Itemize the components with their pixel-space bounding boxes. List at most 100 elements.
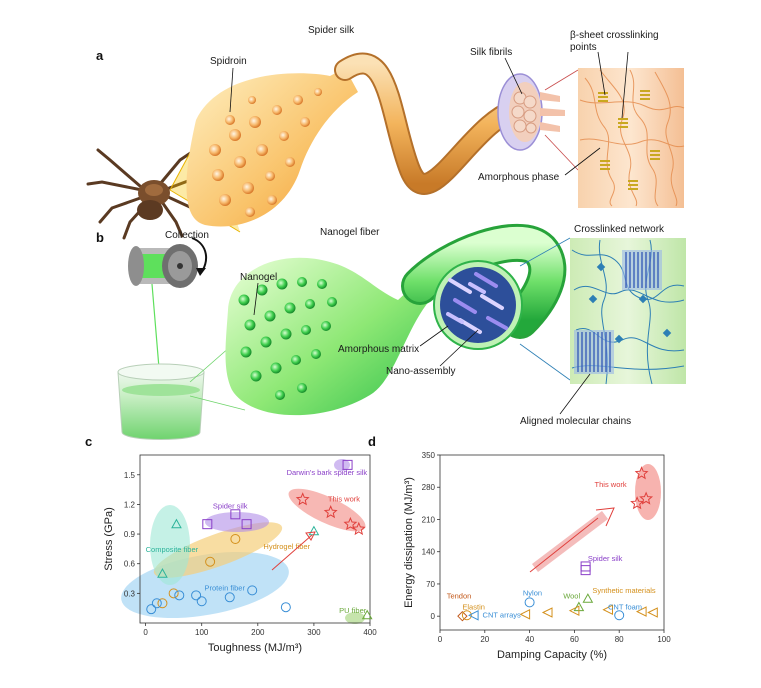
nano-assembly-pointer — [439, 329, 479, 367]
aligned-chains-pointer — [559, 373, 591, 415]
chart-c-point-spider-silk — [241, 519, 252, 530]
silk-fibrils-pointer — [504, 57, 523, 95]
chart-d-point-synthetic-materials — [647, 607, 658, 618]
chart-c-point-hydrogel-fiber — [168, 588, 179, 599]
chart-d-y-tick-label: 210 — [422, 515, 436, 524]
spidroin-beads — [209, 88, 322, 217]
silk-fibrils-label: Silk fibrils — [470, 47, 512, 58]
collection-label: Collection — [165, 230, 209, 241]
chart-d-point-wool — [582, 593, 594, 603]
pu-fiber-region — [345, 612, 365, 624]
chart-c-point-pu-fiber — [361, 609, 373, 620]
chart-d-label-tendon: Tendon — [447, 592, 472, 601]
chart-d-label-spider-silk: Spider silk — [588, 554, 623, 563]
chart-d-point-synthetic-materials — [519, 609, 531, 620]
darwin-silk-region — [334, 459, 350, 471]
spidroin-pointer — [229, 67, 234, 113]
chart-d-label-this-work: This work — [595, 480, 627, 489]
spider-silk-region — [205, 512, 269, 532]
amorphous-phase-label: Amorphous phase — [478, 172, 560, 183]
spider-silk-label: Spider silk — [308, 25, 355, 36]
spidroin-label: Spidroin — [210, 56, 247, 67]
crosslinked-network-label: Crosslinked network — [574, 224, 665, 235]
chart-d-y-tick-label: 350 — [422, 451, 436, 460]
chart-d-y-tick-label: 0 — [431, 612, 436, 621]
panel-a-label: a — [96, 48, 104, 63]
chart-d-label-wool: Wool — [563, 592, 580, 601]
chart-c-point-this-work — [351, 521, 366, 536]
spidroin-gland — [186, 68, 358, 227]
crosslinked-network-box — [570, 238, 686, 385]
chart-c-point-protein-fiber — [146, 604, 157, 615]
silk-tube — [336, 54, 529, 193]
amorphous-phase-pointer — [564, 147, 601, 176]
chart-c-y-tick-label: 0.9 — [124, 530, 136, 539]
chart-d-y-axis-label: Energy dissipation (MJ/m³) — [403, 477, 415, 608]
chart-c-point-protein-fiber — [151, 598, 162, 609]
chart-d-x-tick-label: 60 — [570, 635, 579, 644]
beaker-zoom-line — [189, 395, 246, 411]
chart-d-x-tick-label: 80 — [615, 635, 624, 644]
chart-c-y-tick-label: 0.3 — [124, 589, 136, 598]
chart-c-x-tick-label: 400 — [363, 628, 377, 637]
nanogel-cone — [225, 257, 430, 416]
chart-c: 0 100 200 300 400 0.3 0.6 0.9 1.2 1.5 Toughness (M… — [103, 454, 377, 654]
chart-d-x-tick-label: 40 — [525, 635, 534, 644]
chart-c-point-spider-silk — [230, 509, 241, 520]
chart-c-point-this-work — [343, 516, 358, 531]
beta-sheet-pointer — [597, 51, 606, 96]
chart-d-point-cnt-arrays — [467, 609, 479, 621]
trend-arrow-d-outline — [529, 507, 615, 573]
chart-c-x-axis-label: Toughness (MJ/m³) — [208, 642, 302, 654]
silk-fibril-bundle — [497, 73, 565, 151]
panel-c-label: c — [85, 434, 92, 449]
composite-fiber-region — [150, 505, 190, 585]
nanogel-label: Nanogel — [240, 272, 277, 283]
chart-d: 0 20 40 60 80 100 0 70 140 210 280 350 Damping Capac… — [403, 451, 671, 661]
chart-c-plot-frame — [139, 454, 371, 624]
chart-c-point-spider-silk — [202, 519, 213, 530]
chart-c-x-tick-label: 300 — [307, 628, 321, 637]
chart-d-point-elastin — [461, 610, 472, 621]
chart-c-label-composite-fiber: Composite fiber — [146, 545, 199, 554]
chart-d-label-synthetic-materials: Synthetic materials — [592, 586, 656, 595]
nanogel-fiber-label: Nanogel fiber — [320, 227, 380, 238]
chart-d-plot-frame — [439, 454, 665, 631]
chart-c-point-protein-fiber — [280, 602, 291, 613]
chart-c-point-composite-fiber — [171, 518, 182, 529]
chart-c-x-tick-label: 200 — [251, 628, 265, 637]
chart-d-point-synthetic-materials — [602, 604, 613, 616]
chart-c-point-this-work — [323, 505, 338, 519]
chart-d-point-synthetic-materials — [541, 607, 553, 618]
network-zoom-line — [519, 237, 571, 267]
chart-d-x-tick-label: 100 — [657, 635, 671, 644]
chart-c-point-composite-fiber — [157, 568, 168, 578]
rotation-arrowhead — [196, 268, 206, 276]
panel-d-label: d — [368, 434, 376, 449]
chart-c-y-tick-label: 0.6 — [124, 560, 136, 569]
beta-sheet-pointer — [621, 51, 629, 119]
chart-c-point-hydrogel-fiber — [157, 598, 168, 609]
nanogel-beaker — [117, 363, 205, 440]
network-zoom-line — [519, 343, 571, 381]
beta-sheet-label-2: points — [570, 42, 597, 53]
chart-c-label-spider-silk: Spider silk — [213, 501, 248, 510]
chart-c-y-tick-label: 1.2 — [124, 500, 136, 509]
chart-d-point-nylon — [524, 597, 535, 608]
chart-c-x-tick-label: 0 — [143, 628, 148, 637]
chart-c-label-this-work: This work — [328, 494, 360, 503]
nanogel-beads — [238, 277, 337, 400]
chart-d-x-tick-label: 20 — [480, 635, 489, 644]
chart-d-point-spider-silk — [580, 565, 591, 576]
zoom-line — [544, 69, 579, 91]
chart-c-point-protein-fiber — [247, 585, 258, 596]
chart-d-point-tendon — [457, 610, 468, 622]
chart-c-point-hydrogel-fiber — [205, 556, 216, 567]
chart-c-y-axis-label: Stress (GPa) — [103, 507, 115, 571]
chart-c-x-tick-label: 100 — [195, 628, 209, 637]
zoom-line — [544, 134, 579, 171]
chart-d-x-tick-label: 0 — [438, 635, 443, 644]
chart-d-point-synthetic-materials — [635, 606, 647, 617]
chart-d-point-this-work — [634, 466, 649, 480]
chart-c-label-hydrogel-fiber: Hydrogel fiber — [263, 542, 310, 551]
